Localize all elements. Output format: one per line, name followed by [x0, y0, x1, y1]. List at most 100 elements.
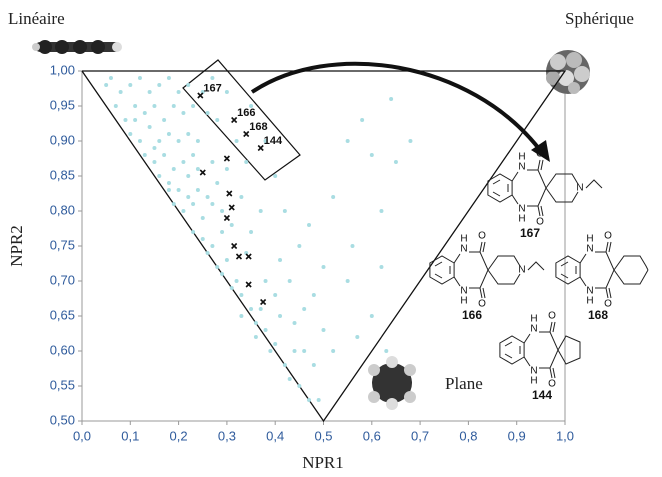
point — [263, 279, 268, 283]
point — [195, 167, 200, 171]
point — [408, 139, 413, 143]
point — [104, 83, 109, 87]
bond — [560, 273, 569, 279]
atom-label: N — [518, 265, 525, 276]
point — [215, 181, 220, 185]
point — [384, 349, 389, 353]
atom-label: O — [478, 231, 486, 242]
point — [244, 160, 249, 164]
point — [205, 251, 210, 255]
point — [345, 139, 350, 143]
y-tick-label: 0,80 — [50, 202, 75, 217]
point — [152, 104, 157, 108]
bond — [537, 159, 541, 171]
point — [142, 111, 147, 115]
point — [157, 83, 162, 87]
point-marker — [245, 253, 252, 260]
point — [321, 265, 326, 269]
point — [181, 209, 186, 213]
atom-label: H — [518, 214, 525, 225]
atom-label: N — [460, 244, 467, 255]
spherical-model — [546, 50, 590, 94]
bond — [549, 321, 553, 333]
point — [147, 90, 152, 94]
bond — [552, 367, 556, 379]
bond — [434, 261, 443, 267]
y-tick-label: 0,75 — [50, 237, 75, 252]
bond — [492, 179, 501, 185]
bond — [504, 353, 513, 359]
point — [379, 265, 384, 269]
point — [268, 349, 273, 353]
atom-label: H — [530, 376, 537, 387]
point — [128, 132, 133, 136]
atom-label: N — [586, 286, 593, 297]
planar-model — [368, 356, 416, 410]
boundary-line — [81, 70, 567, 423]
bond — [585, 179, 603, 189]
x-tick-label: 0,6 — [363, 428, 381, 443]
point — [239, 195, 244, 199]
point — [137, 139, 142, 143]
x-tick-label: 0,2 — [170, 428, 188, 443]
atom-label: N — [576, 183, 583, 194]
bond — [557, 335, 581, 365]
point — [311, 363, 316, 367]
y-axis-title: NPR2 — [7, 225, 26, 267]
bond — [540, 205, 544, 217]
point — [128, 83, 133, 87]
bond — [453, 276, 461, 287]
point-label: 166 — [237, 107, 255, 119]
bond — [487, 269, 521, 285]
x-tick-label: 0,1 — [121, 428, 139, 443]
point — [249, 230, 254, 234]
point-marker — [197, 92, 204, 99]
point — [224, 167, 229, 171]
arrow-head — [531, 140, 550, 162]
point — [229, 223, 234, 227]
point — [195, 139, 200, 143]
bond — [552, 321, 556, 333]
point — [273, 293, 278, 297]
point — [369, 153, 374, 157]
point — [186, 174, 191, 178]
atom-label: N — [530, 366, 537, 377]
point — [186, 132, 191, 136]
point — [263, 328, 268, 332]
atom-label: O — [536, 217, 544, 228]
point-marker — [257, 144, 264, 152]
x-tick-label: 0,5 — [314, 428, 332, 443]
x-tick-label: 0,9 — [508, 428, 526, 443]
point-label: 168 — [249, 121, 267, 133]
point — [331, 349, 336, 353]
point — [345, 279, 350, 283]
compound-label: 166 — [462, 308, 482, 322]
point — [162, 118, 167, 122]
x-tick-label: 0,8 — [459, 428, 477, 443]
bond — [523, 356, 531, 367]
point — [287, 279, 292, 283]
point — [166, 132, 171, 136]
point — [369, 314, 374, 318]
point-marker — [245, 281, 252, 288]
bond — [499, 335, 525, 365]
point — [220, 272, 225, 276]
point — [113, 104, 118, 108]
bond — [479, 287, 483, 299]
point — [176, 188, 181, 192]
bond — [537, 205, 541, 217]
point — [123, 118, 128, 122]
atom-label: O — [478, 299, 486, 310]
point — [137, 76, 142, 80]
point — [181, 160, 186, 164]
point — [297, 244, 302, 248]
atom-label: O — [548, 311, 556, 322]
point — [133, 104, 138, 108]
point — [355, 335, 360, 339]
bond — [487, 255, 521, 271]
atom-label: O — [604, 299, 612, 310]
bond — [579, 253, 587, 264]
x-tick-label: 1,0 — [556, 428, 574, 443]
point — [282, 363, 287, 367]
